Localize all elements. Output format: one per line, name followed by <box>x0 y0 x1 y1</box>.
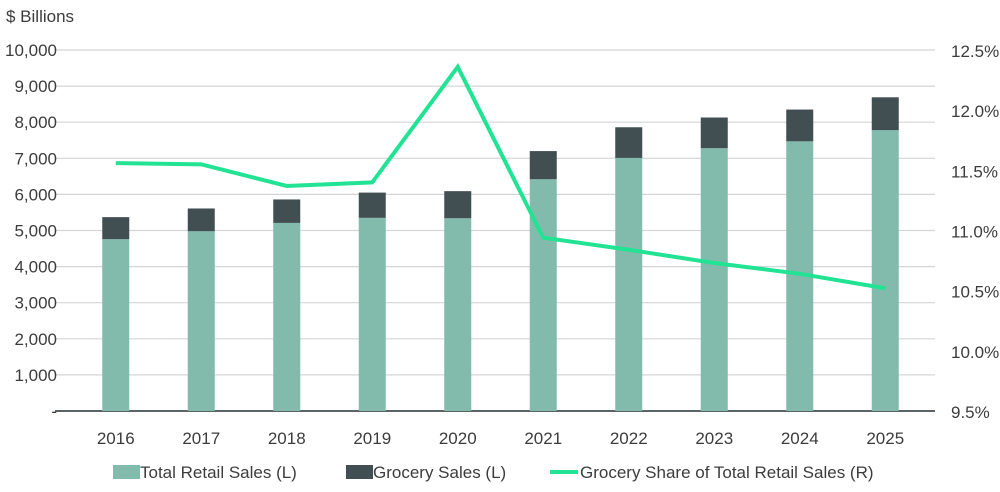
left-tick-label: 1,000 <box>14 366 57 385</box>
left-tick-label: 6,000 <box>14 185 57 204</box>
left-tick-label: 4,000 <box>14 258 57 277</box>
right-tick-label: 12.0% <box>951 102 999 121</box>
legend-label-total-retail: Total Retail Sales (L) <box>140 463 297 482</box>
bar-grocery-2017 <box>188 208 215 231</box>
bar-grocery-2020 <box>444 191 471 218</box>
legend-swatch-grocery <box>346 465 373 479</box>
legend-label-grocery: Grocery Sales (L) <box>373 463 506 482</box>
right-tick-label: 9.5% <box>951 403 990 422</box>
x-tick-label: 2020 <box>439 429 477 448</box>
x-tick-label: 2019 <box>353 429 391 448</box>
left-tick-label: 9,000 <box>14 77 57 96</box>
bar-grocery-2016 <box>102 217 129 239</box>
x-axis-ticks: 2016 2017 2018 2019 2020 2021 2022 2023 2024 2025 <box>97 429 904 448</box>
left-tick-label: 10,000 <box>5 41 57 60</box>
bar-grocery-2023 <box>701 118 728 149</box>
x-tick-label: 2018 <box>268 429 306 448</box>
bar-grocery-2019 <box>359 193 386 218</box>
bar-total-retail-2019 <box>359 218 386 411</box>
bar-total-retail-2017 <box>188 231 215 411</box>
bar-grocery-2025 <box>872 97 899 130</box>
bar-grocery-2022 <box>615 127 642 158</box>
left-tick-label: 8,000 <box>14 113 57 132</box>
x-tick-label: 2024 <box>781 429 819 448</box>
x-tick-label: 2023 <box>695 429 733 448</box>
bar-total-retail-2018 <box>273 223 300 411</box>
bar-total-retail-2021 <box>530 179 557 411</box>
right-tick-label: 11.5% <box>951 162 998 181</box>
left-axis-ticks: - 1,000 2,000 3,000 4,000 5,000 6,000 7,000 8,00… <box>5 41 57 421</box>
left-tick-label: 5,000 <box>14 222 57 241</box>
bar-total-retail-2022 <box>615 158 642 411</box>
bars <box>102 97 899 411</box>
left-tick-label: 3,000 <box>14 294 57 313</box>
left-axis-unit-label: $ Billions <box>6 7 74 26</box>
legend: Total Retail Sales (L) Grocery Sales (L) G… <box>113 463 874 482</box>
left-tick-label: 2,000 <box>14 330 57 349</box>
right-tick-label: 12.5% <box>951 42 999 61</box>
right-tick-label: 11.0% <box>951 223 998 242</box>
x-tick-label: 2021 <box>524 429 562 448</box>
legend-swatch-total-retail <box>113 465 140 479</box>
left-tick-label: - <box>51 402 57 421</box>
bar-total-retail-2025 <box>872 130 899 411</box>
right-tick-label: 10.0% <box>951 343 999 362</box>
line-series <box>116 67 886 289</box>
right-axis-ticks: 9.5% 10.0% 10.5% 11.0% 11.5% 12.0% 12.5% <box>951 42 999 422</box>
right-tick-label: 10.5% <box>951 283 999 302</box>
bar-total-retail-2023 <box>701 148 728 411</box>
x-tick-label: 2016 <box>97 429 135 448</box>
bar-grocery-2018 <box>273 199 300 222</box>
bar-grocery-2024 <box>786 110 813 142</box>
x-tick-label: 2017 <box>182 429 220 448</box>
x-tick-label: 2025 <box>866 429 904 448</box>
x-tick-label: 2022 <box>610 429 648 448</box>
legend-label-grocery-share: Grocery Share of Total Retail Sales (R) <box>580 463 874 482</box>
left-tick-label: 7,000 <box>14 149 57 168</box>
bar-total-retail-2016 <box>102 239 129 411</box>
line-grocery-share <box>116 67 886 288</box>
bar-total-retail-2020 <box>444 218 471 411</box>
bar-grocery-2021 <box>530 151 557 179</box>
